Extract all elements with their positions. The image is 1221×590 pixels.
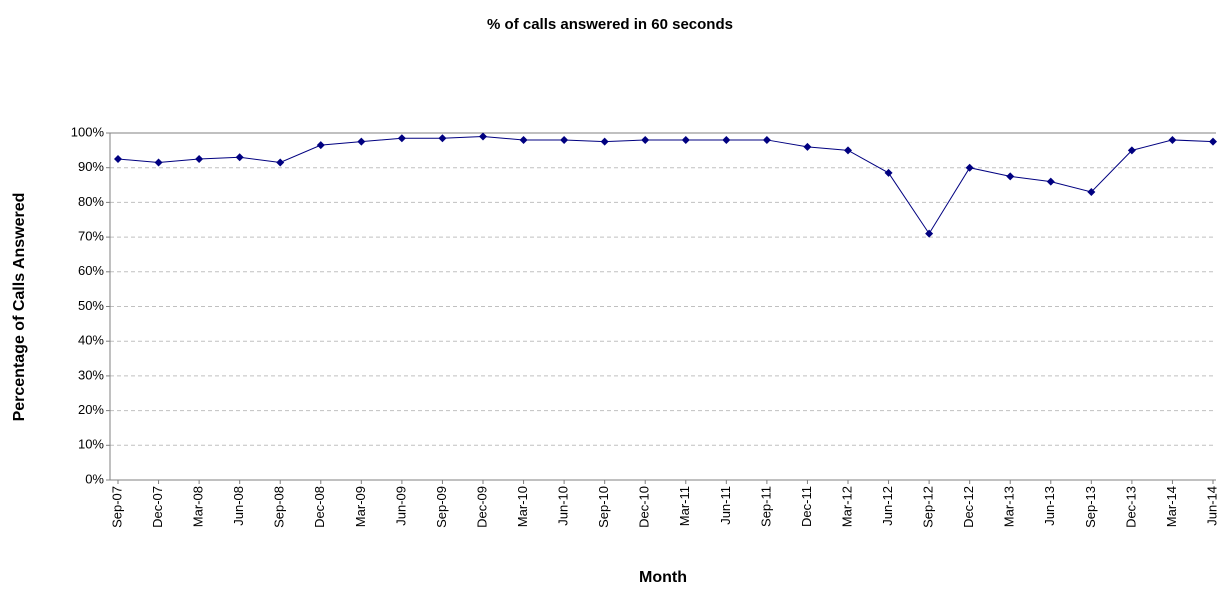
y-tick-label: 10% — [78, 437, 104, 452]
x-tick-label: Dec-08 — [312, 486, 327, 528]
point-marker — [681, 135, 690, 144]
point-marker — [560, 135, 569, 144]
x-tick-label: Jun-11 — [718, 486, 733, 525]
x-tick-label: Dec-10 — [637, 486, 652, 528]
y-tick-label: 80% — [78, 194, 104, 209]
y-tick-label: 30% — [78, 367, 104, 382]
y-tick-label: 20% — [78, 402, 104, 417]
point-marker — [925, 229, 934, 238]
point-marker — [1209, 137, 1217, 146]
x-tick-label: Jun-08 — [231, 486, 246, 526]
x-tick-label: Mar-09 — [353, 486, 368, 527]
x-tick-label: Sep-11 — [758, 486, 773, 527]
point-marker — [154, 158, 163, 167]
x-tick-label: Mar-12 — [839, 486, 854, 527]
x-tick-label: Jun-09 — [393, 486, 408, 526]
x-tick-label: Mar-14 — [1164, 486, 1179, 527]
line-series — [117, 135, 1214, 235]
x-tick-label: Jun-14 — [1204, 486, 1219, 526]
point-marker — [357, 137, 366, 146]
x-tick-label: Mar-11 — [677, 486, 692, 526]
point-marker — [235, 153, 244, 162]
point-marker — [519, 135, 528, 144]
x-axis-label: Month — [639, 569, 687, 586]
x-tick-label: Mar-08 — [191, 486, 206, 527]
point-marker — [762, 135, 771, 144]
x-tick-label: Sep-10 — [596, 486, 611, 528]
y-tick-label: 70% — [78, 229, 104, 244]
point-marker — [722, 135, 731, 144]
point-marker — [1127, 146, 1136, 155]
point-marker — [1087, 187, 1096, 196]
x-tick-label: Sep-08 — [272, 486, 287, 528]
point-marker — [438, 134, 447, 143]
y-tick-label: 90% — [78, 159, 104, 174]
point-marker — [195, 155, 204, 164]
x-tick-label: Dec-07 — [150, 486, 165, 528]
x-tick-label: Dec-12 — [961, 486, 976, 528]
point-marker — [1168, 135, 1177, 144]
x-tick-label: Dec-13 — [1123, 486, 1138, 528]
x-tick-label: Dec-09 — [474, 486, 489, 528]
y-tick-label: 100% — [71, 124, 105, 139]
point-marker — [803, 142, 812, 151]
point-marker — [114, 155, 122, 164]
point-marker — [641, 135, 650, 144]
x-tick-label: Dec-11 — [799, 486, 814, 527]
y-tick-label: 50% — [78, 298, 104, 313]
point-marker — [1046, 177, 1055, 186]
x-tick-label: Sep-09 — [434, 486, 449, 528]
y-axis-label: Percentage of Calls Answered — [11, 193, 28, 422]
y-tick-label: 40% — [78, 333, 104, 348]
point-marker — [965, 163, 974, 172]
point-marker — [276, 158, 285, 167]
x-tick-label: Mar-13 — [1002, 486, 1017, 527]
point-marker — [479, 132, 487, 141]
point-marker — [397, 134, 406, 143]
point-marker — [316, 141, 325, 150]
x-tick-label: Jun-13 — [1042, 486, 1057, 526]
point-marker — [1006, 172, 1015, 181]
x-tick-label: Mar-10 — [515, 486, 530, 527]
y-tick-label: 60% — [78, 263, 104, 278]
x-tick-label: Sep-12 — [921, 486, 936, 528]
x-tick-label: Jun-10 — [556, 486, 571, 526]
x-tick-label: Jun-12 — [880, 486, 895, 526]
x-tick-label: Sep-13 — [1083, 486, 1098, 528]
y-tick-label: 0% — [85, 471, 104, 486]
x-tick-label: Sep-07 — [109, 486, 124, 528]
point-marker — [844, 146, 852, 155]
chart-title: % of calls answered in 60 seconds — [487, 16, 733, 33]
point-marker — [600, 137, 609, 146]
point-marker — [884, 168, 893, 177]
